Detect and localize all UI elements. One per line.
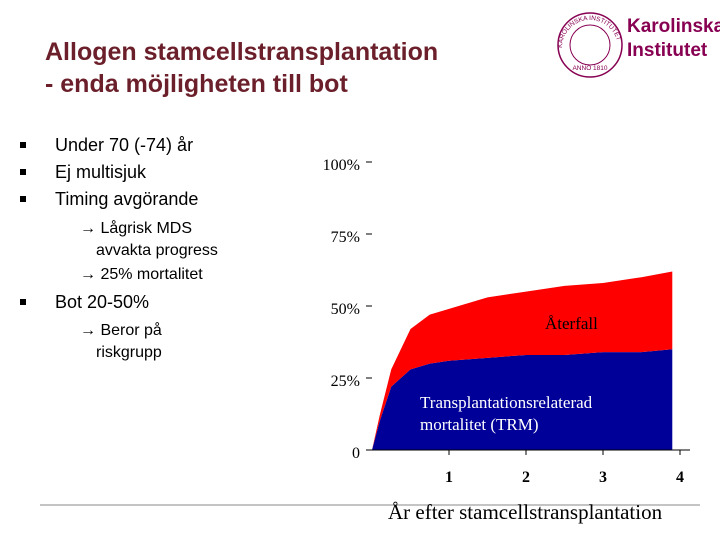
bullet: Timing avgörande [19,189,199,209]
bullet: Under 70 (-74) år [19,135,194,155]
logo-seal-text: KAROLINSKA INSTITUTET [557,15,622,48]
x-tick-label: 1 [445,469,453,486]
y-tick-label: 100% [323,157,360,174]
logo-seal [557,12,623,78]
x-tick-label: 2 [522,469,530,486]
logo-name: Institutet [627,40,708,61]
bullet: Ej multisjuk [19,162,147,182]
bullet: Bot 20-50% [19,292,150,312]
x-tick-label: 4 [676,469,684,486]
series-label: Återfall [545,314,598,333]
title: - enda möjligheten till bot [45,70,348,98]
x-axis-label: År efter stamcellstransplantation [388,500,663,524]
x-tick-label: 3 [599,469,607,486]
area [372,349,673,450]
logo-year: ANNO 1810 [572,65,607,72]
y-tick-label: 0 [352,445,360,462]
sub-bullet: Beror på riskgrupp [80,320,186,364]
y-tick-label: 75% [331,229,360,246]
y-tick-label: 50% [331,301,360,318]
y-tick-label: 25% [331,373,360,390]
logo-name: Karolinska [627,16,720,37]
logo-seal-inner [569,24,611,66]
logo-seal-text: KAROLINSKA INSTITUTET [557,15,622,48]
title: Allogen stamcellstransplantation [45,38,439,66]
series-label: Transplantationsrelaterad mortalitet (TR… [420,393,593,434]
sub-bullet: 25% mortalitet [80,264,256,286]
sub-bullet: Lågrisk MDS avvakta progress [80,218,246,262]
area [372,271,673,450]
